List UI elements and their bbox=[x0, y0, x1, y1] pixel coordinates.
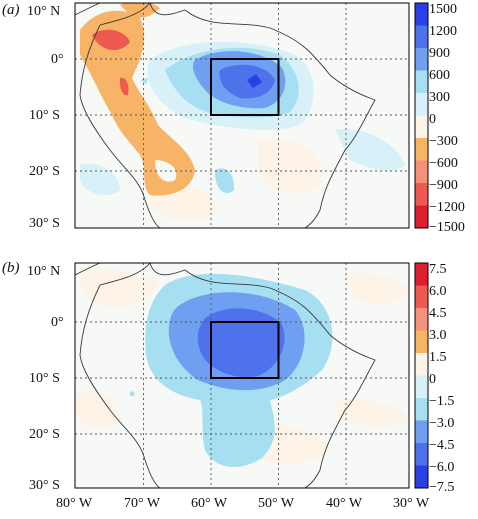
cbarA-segment bbox=[415, 3, 428, 26]
cbarB-segment bbox=[415, 308, 428, 331]
cbarB-segment bbox=[415, 465, 428, 489]
lat-label-b-10n: 10° N bbox=[27, 264, 61, 279]
panel-label-a: (a) bbox=[2, 2, 20, 18]
lat-label-b-0: 0° bbox=[51, 315, 64, 330]
cbarA-frame bbox=[414, 2, 429, 229]
cbar-a-tick-neg600: −600 bbox=[429, 156, 458, 171]
panel-label-b: (b) bbox=[2, 260, 20, 276]
cbarA-segment bbox=[415, 25, 428, 49]
cbar-b-tick-neg1-5: −1.5 bbox=[429, 394, 455, 409]
cbar-b-tick-neg7-5: −7.5 bbox=[429, 480, 455, 495]
cbarA-segment bbox=[415, 205, 428, 229]
cbarA-segment bbox=[415, 183, 428, 206]
cbarB-segment bbox=[415, 420, 428, 444]
cbar-b-tick-7-5: 7.5 bbox=[429, 262, 447, 277]
lon-label-70w: 70° W bbox=[124, 496, 161, 511]
cbar-a-tick-900: 900 bbox=[429, 46, 450, 61]
cbar-a-tick-600: 600 bbox=[429, 68, 450, 83]
cbar-a-tick-1200: 1200 bbox=[429, 24, 457, 39]
cbarA-segment bbox=[415, 115, 428, 139]
lon-label-40w: 40° W bbox=[326, 496, 363, 511]
cbarB-segment bbox=[415, 330, 428, 354]
cbar-b-tick-neg4-5: −4.5 bbox=[429, 438, 455, 453]
study-box-a bbox=[210, 58, 280, 116]
cbarB-frame bbox=[414, 262, 429, 489]
cbar-a-tick-neg1200: −1200 bbox=[429, 200, 465, 215]
cbarB-segment bbox=[415, 263, 428, 286]
cbar-b-tick-neg3-0: −3.0 bbox=[429, 416, 455, 431]
cbar-a-tick-1500: 1500 bbox=[429, 2, 457, 17]
lon-label-80w: 80° W bbox=[56, 496, 93, 511]
lat-label-a-20s: 20° S bbox=[29, 164, 60, 179]
cbarA-segment bbox=[415, 48, 428, 71]
study-box-b bbox=[210, 321, 280, 379]
cbarA-segment bbox=[415, 93, 428, 116]
cbarB-segment bbox=[415, 443, 428, 466]
lat-label-b-30s: 30° S bbox=[29, 478, 60, 493]
lon-label-30w: 30° W bbox=[393, 496, 430, 511]
cbar-b-tick-1-5: 1.5 bbox=[429, 350, 447, 365]
cbar-a-tick-300: 300 bbox=[429, 90, 450, 105]
lon-label-50w: 50° W bbox=[258, 496, 295, 511]
map-frame-a bbox=[74, 2, 410, 229]
lat-label-a-10n: 10° N bbox=[27, 4, 61, 19]
cbarB-segment bbox=[415, 285, 428, 309]
cbar-b-tick-neg6-0: −6.0 bbox=[429, 460, 455, 475]
cbar-b-tick-3-0: 3.0 bbox=[429, 328, 447, 343]
map-panel-a bbox=[74, 2, 410, 229]
cbarB-segment bbox=[415, 398, 428, 421]
lat-label-a-0: 0° bbox=[51, 52, 64, 67]
cbar-a-tick-neg900: −900 bbox=[429, 178, 458, 193]
cbarA-segment bbox=[415, 160, 428, 184]
colorbar-b bbox=[414, 262, 429, 489]
lon-label-60w: 60° W bbox=[191, 496, 228, 511]
cbarA-segment bbox=[415, 70, 428, 94]
cbar-a-tick-neg300: −300 bbox=[429, 134, 458, 149]
colorbar-a bbox=[414, 2, 429, 229]
cbar-b-tick-6-0: 6.0 bbox=[429, 284, 447, 299]
lat-label-b-20s: 20° S bbox=[29, 427, 60, 442]
cbarB-segment bbox=[415, 353, 428, 376]
lat-label-b-10s: 10° S bbox=[29, 371, 60, 386]
cbarB-segment bbox=[415, 375, 428, 399]
lat-label-a-30s: 30° S bbox=[29, 216, 60, 231]
map-frame-b bbox=[74, 262, 410, 489]
cbar-b-tick-0: 0 bbox=[429, 372, 436, 387]
map-panel-b bbox=[74, 262, 410, 489]
cbar-b-tick-4-5: 4.5 bbox=[429, 306, 447, 321]
cbar-a-tick-0: 0 bbox=[429, 112, 436, 127]
lat-label-a-10s: 10° S bbox=[29, 108, 60, 123]
cbarA-segment bbox=[415, 138, 428, 161]
cbar-a-tick-neg1500: −1500 bbox=[429, 220, 465, 235]
